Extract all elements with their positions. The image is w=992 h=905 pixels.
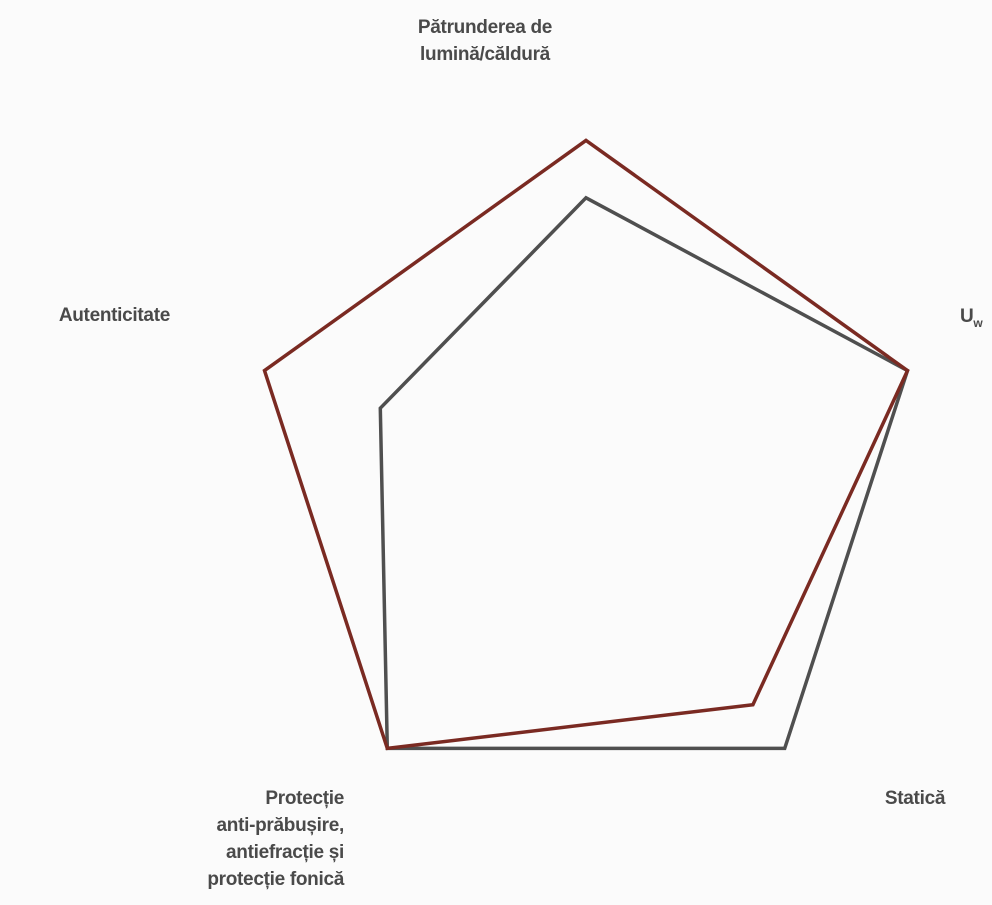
axis-label-subscript: w (973, 316, 983, 330)
axis-label-line: protecție fonică (207, 869, 344, 890)
axis-label-protection: Protecție anti-prăbușire, antiefracție ș… (130, 785, 344, 893)
axis-label-line: anti-prăbușire, (216, 815, 345, 836)
axis-label-main: U (960, 306, 974, 327)
axis-label-static: Statică (860, 785, 970, 812)
axis-label-line: Pătrunderea de (417, 17, 553, 38)
axis-label-authenticity: Autenticitate (20, 302, 170, 329)
axis-label-uw: Uw (960, 303, 992, 337)
axis-label-light-heat: Pătrunderea de lumină/căldură (380, 14, 590, 68)
axis-label-line: antiefracție și (226, 842, 344, 863)
series-polygon-2 (262, 138, 910, 751)
axis-label-line: lumină/căldură (420, 44, 550, 65)
axis-label-line: Statică (884, 788, 946, 809)
axis-label-line: Protecție (265, 788, 344, 809)
axis-label-line: Autenticitate (58, 305, 170, 326)
series-polygon-1 (378, 195, 910, 751)
